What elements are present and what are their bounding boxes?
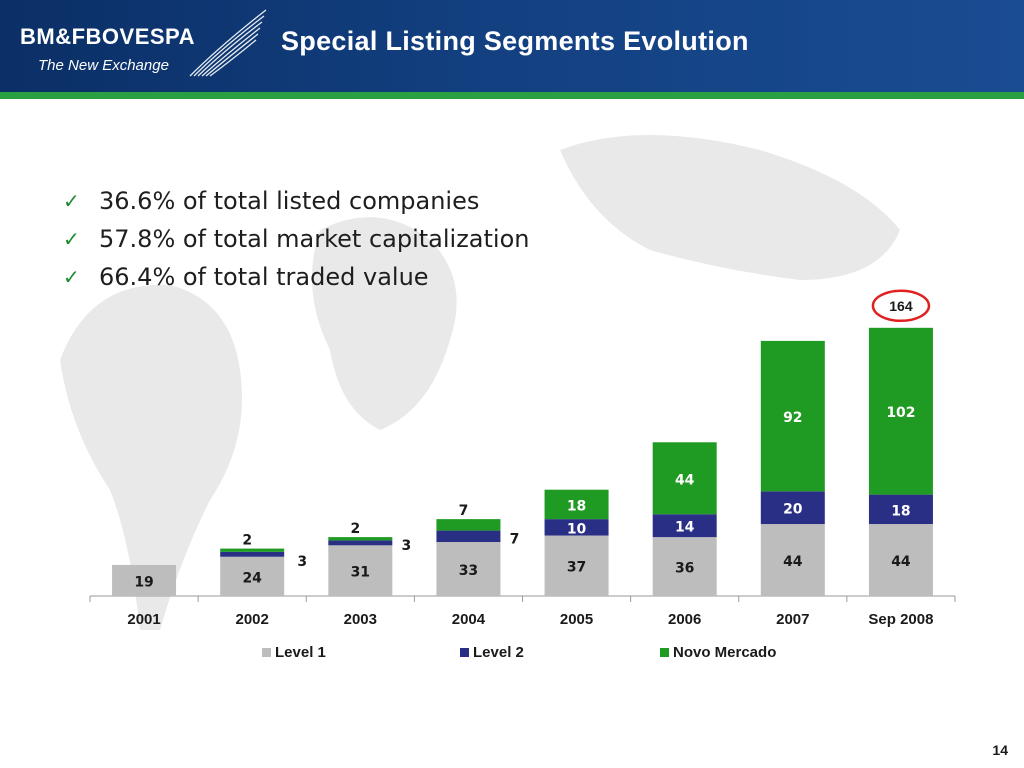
bar-segment-novo-mercado <box>544 489 609 520</box>
legend-swatch <box>460 648 469 657</box>
bar-segment-level-1 <box>760 524 825 596</box>
bar-segment-novo-mercado <box>436 519 501 531</box>
bar-segment-novo-mercado <box>760 340 825 492</box>
logo-tagline: The New Exchange <box>38 57 169 74</box>
x-tick-label: 2004 <box>452 611 486 628</box>
bar-segment-level-1 <box>652 537 717 596</box>
bar-segment-level-2 <box>544 519 609 536</box>
header-stripe <box>0 92 1024 99</box>
data-label: 33 <box>459 563 478 579</box>
bar-segment-level-1 <box>544 535 609 596</box>
bullet-item: ✓ 36.6% of total listed companies <box>63 182 529 220</box>
logo-text: BM&FBOVESPA <box>20 24 195 49</box>
data-label: 44 <box>783 554 803 570</box>
bar-segment-level-2 <box>868 494 933 525</box>
bar-segment-level-1 <box>220 556 285 596</box>
bar-segment-level-2 <box>652 514 717 538</box>
data-label: 3 <box>297 554 307 570</box>
bar-segment-level-2 <box>436 530 501 543</box>
page-number: 14 <box>992 742 1008 758</box>
world-map-watermark <box>60 135 900 630</box>
x-tick-label: Sep 2008 <box>868 611 933 628</box>
checkmark-icon: ✓ <box>63 265 80 289</box>
x-tick-label: 2002 <box>236 611 269 628</box>
bullet-text: 66.4% of total traded value <box>99 263 429 291</box>
data-label: 18 <box>891 503 910 519</box>
bullet-item: ✓ 57.8% of total market capitalization <box>63 220 529 258</box>
x-tick-label: 2001 <box>127 611 160 628</box>
bar-segment-level-2 <box>760 491 825 525</box>
data-label: 10 <box>567 521 587 537</box>
data-label: 92 <box>783 410 802 426</box>
bar-segment-level-1 <box>328 545 393 596</box>
bullet-item: ✓ 66.4% of total traded value <box>63 258 529 296</box>
bar-segment-novo-mercado <box>220 548 285 552</box>
bullet-list: ✓ 36.6% of total listed companies ✓ 57.8… <box>63 182 529 296</box>
legend-label: Novo Mercado <box>673 644 776 661</box>
bar-segment-novo-mercado <box>652 442 717 515</box>
data-label: 37 <box>567 560 586 576</box>
data-label: 2 <box>242 533 252 549</box>
legend-swatch <box>262 648 271 657</box>
data-label: 102 <box>886 405 915 421</box>
data-label: 44 <box>675 472 695 488</box>
bar-segment-level-1 <box>112 564 177 596</box>
data-label: 14 <box>675 520 695 536</box>
legend-label: Level 2 <box>473 644 524 661</box>
data-label: 19 <box>134 574 153 590</box>
x-tick-label: 2007 <box>776 611 809 628</box>
checkmark-icon: ✓ <box>63 227 80 251</box>
legend-swatch <box>660 648 669 657</box>
data-label: 2 <box>350 521 360 537</box>
checkmark-icon: ✓ <box>63 189 80 213</box>
data-label: 36 <box>675 561 694 577</box>
page-title: Special Listing Segments Evolution <box>281 26 749 56</box>
legend-label: Level 1 <box>275 644 326 661</box>
highlight-circle <box>871 289 931 323</box>
x-tick-label: 2003 <box>344 611 377 628</box>
x-tick-label: 2006 <box>668 611 701 628</box>
data-label: 44 <box>891 554 911 570</box>
bullet-text: 57.8% of total market capitalization <box>99 225 530 253</box>
data-label: 3 <box>401 538 411 554</box>
data-label: 7 <box>510 531 520 547</box>
legend-box <box>192 630 848 672</box>
bar-segment-level-1 <box>868 524 933 596</box>
bar-segment-level-2 <box>220 551 285 557</box>
x-tick-label: 2005 <box>560 611 593 628</box>
header-bar: BM&FBOVESPA The New Exchange Special Lis… <box>0 0 1024 92</box>
bar-segment-novo-mercado <box>868 327 933 495</box>
data-label: 20 <box>783 502 803 518</box>
bar-segment-level-1 <box>436 542 501 596</box>
data-label: 31 <box>351 565 370 581</box>
bar-segment-level-2 <box>328 540 393 546</box>
bullet-text: 36.6% of total listed companies <box>99 187 480 215</box>
logo-swoosh-icon <box>189 9 267 77</box>
total-label: 164 <box>889 298 913 314</box>
data-label: 7 <box>459 503 469 519</box>
data-label: 24 <box>242 570 262 586</box>
data-label: 18 <box>567 498 586 514</box>
bar-segment-novo-mercado <box>328 537 393 541</box>
